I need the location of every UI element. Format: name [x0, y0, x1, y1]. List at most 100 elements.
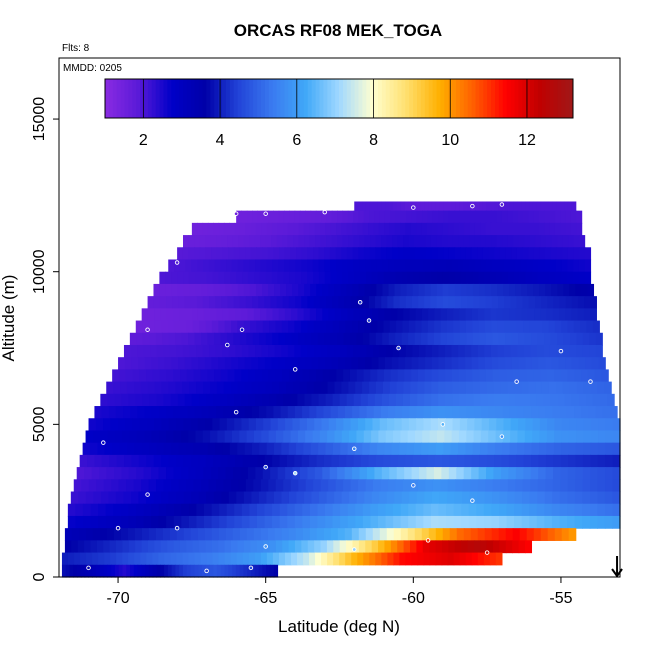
heatmap-cell [384, 442, 393, 456]
heatmap-cell [504, 320, 512, 334]
heatmap-cell [90, 540, 98, 554]
heatmap-cell [471, 247, 478, 261]
heatmap-cell [479, 454, 488, 468]
heatmap-cell [552, 308, 560, 322]
heatmap-cell [253, 430, 262, 444]
heatmap-cell [476, 503, 485, 517]
heatmap-cell [211, 357, 219, 370]
heatmap-cell [424, 201, 429, 215]
colorbar-swatch [229, 79, 235, 118]
heatmap-cell [462, 491, 471, 505]
heatmap-cell [161, 320, 169, 334]
heatmap-cell [509, 283, 516, 297]
heatmap-cell [405, 454, 414, 468]
heatmap-cell [350, 418, 359, 432]
heatmap-cell [525, 540, 533, 554]
heatmap-cell [465, 247, 473, 261]
heatmap-cell [458, 442, 467, 456]
heatmap-cell [511, 247, 518, 261]
heatmap-cell [301, 540, 309, 554]
heatmap-cell [397, 540, 405, 554]
heatmap-cell [236, 552, 244, 566]
colorbar-swatch [253, 79, 258, 118]
heatmap-cell [374, 393, 383, 407]
heatmap-cell [256, 515, 266, 529]
heatmap-cell [442, 222, 449, 236]
heatmap-cell [523, 454, 532, 468]
heatmap-cell [434, 308, 442, 322]
heatmap-cell [331, 210, 338, 224]
heatmap-cell [237, 540, 245, 554]
heatmap-cell [363, 210, 370, 224]
heatmap-cell [314, 540, 322, 554]
heatmap-cell [519, 369, 528, 383]
heatmap-cell [522, 296, 530, 309]
colorbar-swatch [214, 79, 219, 118]
heatmap-cell [432, 479, 442, 493]
heatmap-cell [341, 430, 350, 444]
heatmap-cell [237, 259, 245, 273]
heatmap-cell [338, 357, 346, 370]
heatmap-cell [206, 552, 214, 566]
heatmap-cell [501, 393, 510, 407]
observation-point [233, 409, 239, 415]
heatmap-cell [298, 332, 306, 346]
heatmap-cell [411, 259, 418, 273]
heatmap-cell [74, 552, 81, 566]
colorbar-swatch [225, 79, 231, 118]
heatmap-cell [433, 467, 442, 480]
heatmap-cell [451, 357, 460, 370]
heatmap-cell [275, 479, 284, 493]
heatmap-cell [352, 467, 361, 480]
heatmap-cell [499, 247, 507, 261]
heatmap-cell [382, 259, 389, 273]
colorbar-swatch [175, 79, 180, 118]
heatmap-cell [458, 381, 467, 395]
heatmap-cell [413, 271, 420, 285]
heatmap-cell [228, 247, 235, 261]
heatmap-cell [346, 247, 354, 261]
heatmap-cell [451, 430, 460, 444]
colorbar-swatch [483, 79, 488, 118]
heatmap-cell [418, 296, 425, 309]
heatmap-cell [438, 344, 446, 358]
heatmap-cell [567, 479, 576, 493]
heatmap-cell [100, 393, 108, 407]
heatmap-cell [459, 406, 468, 419]
heatmap-cell [370, 515, 379, 529]
heatmap-cell [244, 406, 253, 419]
heatmap-cell [560, 369, 569, 383]
heatmap-cell [529, 503, 538, 517]
colorbar-swatch [190, 79, 196, 118]
heatmap-cell [554, 528, 563, 541]
heatmap-cell [490, 283, 498, 297]
heatmap-cell [268, 479, 277, 493]
heatmap-cell [353, 210, 359, 224]
heatmap-cell [251, 442, 260, 456]
colorbar-swatch [397, 79, 402, 118]
heatmap-cell [442, 283, 450, 297]
heatmap-cell [287, 235, 294, 248]
heatmap-cell [282, 296, 290, 309]
heatmap-cell [459, 210, 466, 224]
heatmap-cell [207, 283, 215, 297]
heatmap-cell [301, 247, 308, 261]
heatmap-cell [453, 308, 460, 322]
heatmap-cell [202, 259, 210, 273]
heatmap-cell [456, 467, 465, 480]
heatmap-cell [446, 491, 456, 505]
heatmap-cell [465, 442, 474, 456]
heatmap-cell [434, 259, 441, 273]
heatmap-cell [306, 381, 315, 395]
heatmap-cell [435, 552, 443, 566]
heatmap-cell [233, 296, 241, 309]
heatmap-cell [119, 442, 128, 456]
heatmap-cell [604, 491, 614, 505]
heatmap-cell [598, 430, 606, 444]
heatmap-cell [253, 479, 262, 493]
heatmap-cell [225, 283, 233, 297]
heatmap-cell [217, 430, 226, 444]
heatmap-cell [326, 320, 334, 334]
heatmap-cell [528, 296, 536, 309]
